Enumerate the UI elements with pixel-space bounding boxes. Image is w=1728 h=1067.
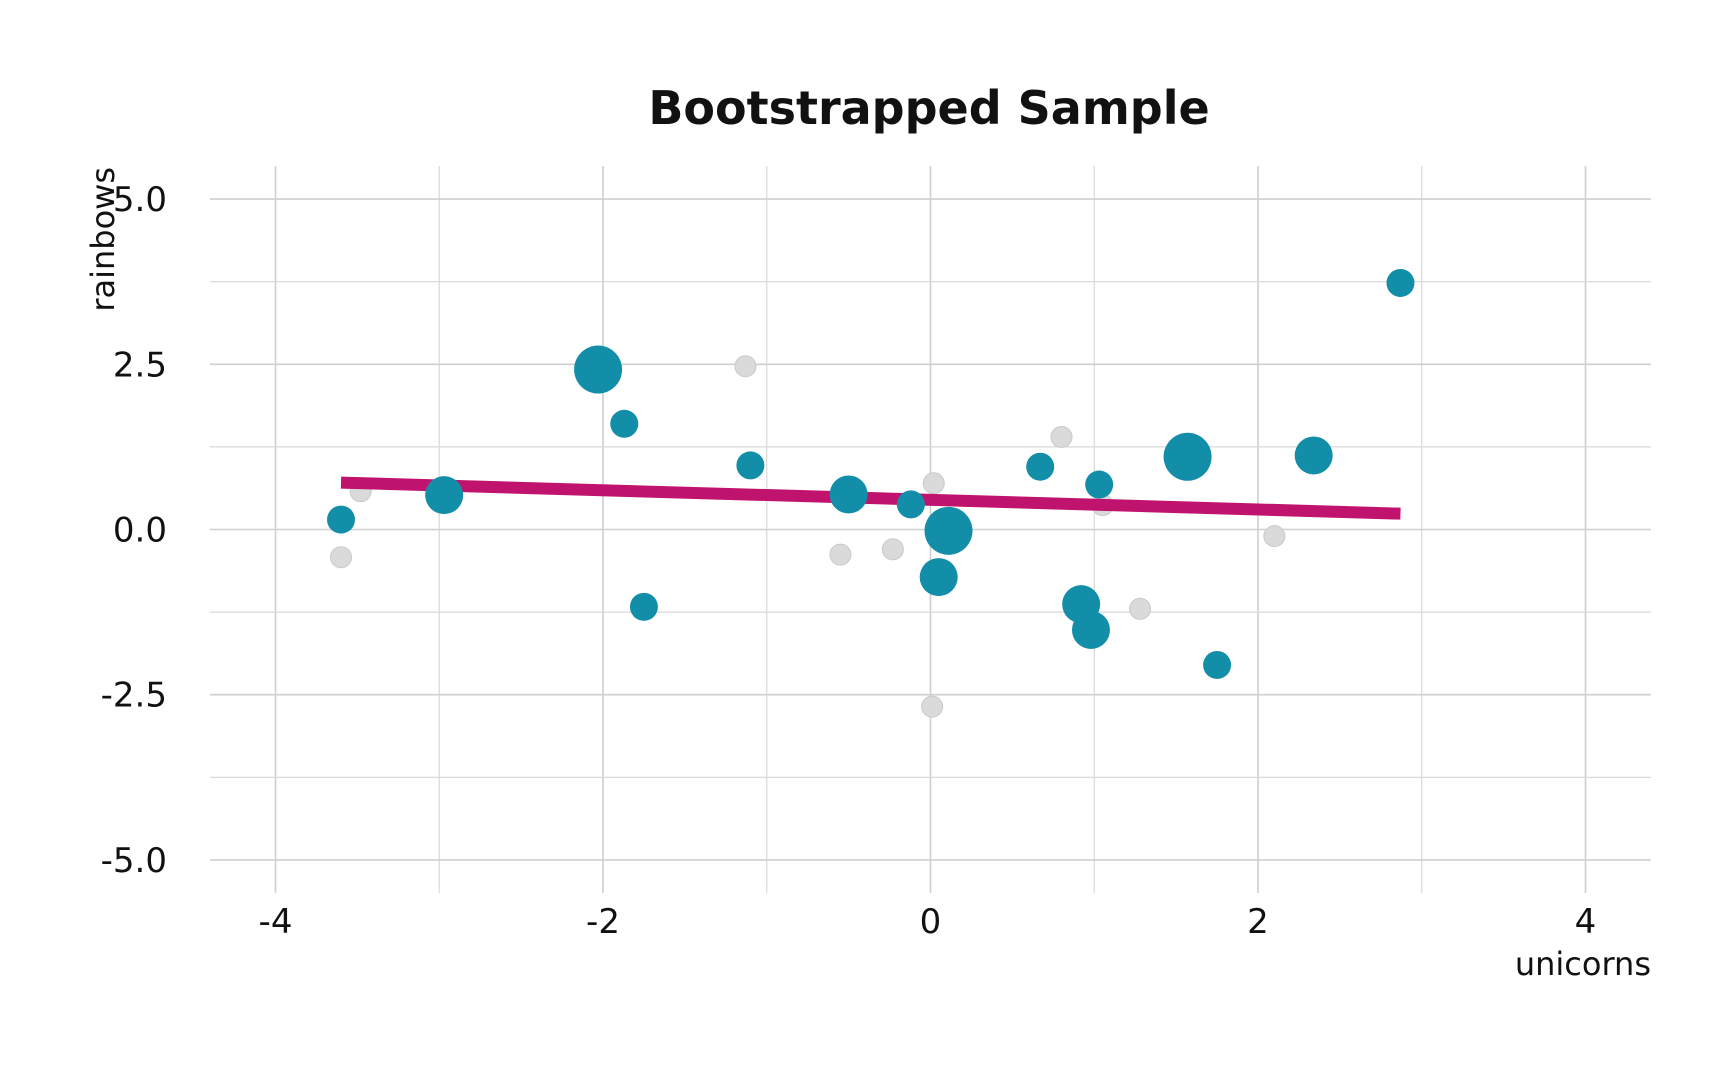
x-tick-label: 2 (1247, 902, 1269, 942)
background-point (881, 538, 904, 561)
y-tick-label: 5.0 (113, 180, 167, 220)
sampled-point (919, 558, 958, 597)
y-tick-label: 2.5 (113, 345, 167, 385)
x-tick-label: -2 (586, 902, 620, 942)
sampled-point (610, 409, 639, 438)
sampled-point (629, 592, 658, 621)
sampled-point (425, 476, 464, 515)
background-points (330, 355, 1286, 718)
background-point (829, 543, 852, 566)
tick-labels: -4 -2 0 2 4 -5.0 -2.5 0.0 2.5 5.0 (101, 180, 1597, 942)
sampled-point (736, 451, 765, 480)
background-point (922, 472, 945, 495)
background-point (921, 695, 944, 718)
x-tick-label: -4 (259, 902, 293, 942)
x-axis-label: unicorns (1515, 945, 1651, 983)
background-point (1263, 525, 1286, 548)
x-tick-label: 4 (1575, 902, 1597, 942)
sampled-point (1294, 436, 1333, 475)
fit-line (340, 476, 1401, 520)
background-point (734, 355, 757, 378)
chart-title: Bootstrapped Sample (648, 81, 1209, 135)
sampled-point (574, 345, 623, 394)
sampled-point (327, 505, 355, 534)
y-tick-label: -5.0 (101, 841, 167, 881)
x-tick-label: 0 (920, 902, 942, 942)
fit-line-group (340, 476, 1401, 520)
sampled-point (1026, 452, 1055, 481)
sampled-point (1203, 650, 1232, 679)
sampled-point (924, 506, 973, 555)
sampled-point (829, 475, 868, 514)
background-point (1129, 597, 1152, 620)
background-point (1050, 425, 1073, 448)
sampled-points (327, 268, 1415, 679)
y-tick-label: 0.0 (113, 511, 167, 551)
sampled-point (1071, 610, 1110, 649)
sampled-point (1163, 432, 1212, 481)
sampled-point (896, 490, 925, 519)
y-tick-label: -2.5 (101, 676, 167, 716)
sampled-point (1386, 268, 1415, 297)
sampled-point (1085, 470, 1114, 499)
y-axis-label: rainbows (84, 167, 122, 312)
background-point (330, 546, 352, 569)
